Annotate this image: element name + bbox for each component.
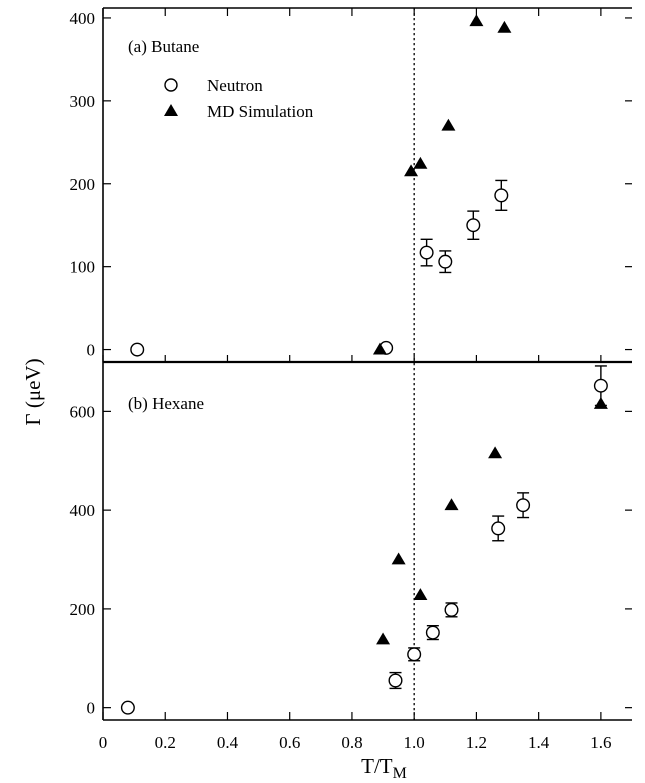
- panel-a-label: (a) Butane: [128, 37, 199, 56]
- neutron-point: [388, 673, 403, 688]
- y-tick-label: 300: [70, 92, 96, 111]
- neutron-point: [419, 245, 434, 260]
- legend-neutron-label: Neutron: [207, 76, 263, 95]
- x-tick-label: 0.6: [279, 733, 300, 752]
- axes: 0 0.2 0.4 0.6 0.8 1.0 1.2 1.4 1.6 0 100 200 300 400 0 2…: [70, 7, 632, 752]
- x-axis-title: T/TM: [361, 754, 407, 782]
- neutron-point: [516, 498, 531, 513]
- panel-b-label: (b) Hexane: [128, 394, 204, 413]
- x-tick-label: 0.4: [217, 733, 239, 752]
- neutron-point: [593, 378, 608, 393]
- md-simulation-point: [413, 156, 428, 169]
- y-tick-label: 0: [87, 341, 96, 360]
- neutron-point: [130, 342, 145, 357]
- y-tick-label: 100: [70, 258, 96, 277]
- y-tick-label: 200: [70, 600, 96, 619]
- md-simulation-point: [372, 342, 387, 355]
- md-simulation-point: [593, 396, 608, 409]
- y-tick-label: 0: [87, 699, 96, 718]
- legend-neutron-marker: [164, 78, 178, 92]
- md-simulation-point: [413, 588, 428, 600]
- y-tick-label: 400: [70, 9, 96, 28]
- legend: Neutron MD Simulation: [164, 76, 314, 121]
- x-tick-label: 1.4: [528, 733, 550, 752]
- md-simulation-point: [391, 552, 406, 565]
- y-axis-title: Γ (μeV): [21, 358, 45, 425]
- md-simulation-point: [404, 164, 419, 177]
- legend-md-marker: [164, 104, 178, 116]
- neutron-point: [438, 254, 453, 269]
- md-simulation-point: [488, 446, 503, 459]
- x-tick-label: 0.2: [155, 733, 176, 752]
- x-tick-label: 1.0: [404, 733, 425, 752]
- md-simulation-point: [469, 14, 484, 27]
- y-tick-label: 200: [70, 175, 96, 194]
- neutron-point: [491, 521, 506, 536]
- data-layer: [120, 14, 608, 715]
- md-simulation-point: [376, 632, 391, 645]
- md-simulation-point: [497, 20, 512, 33]
- y-tick-label: 400: [70, 501, 96, 520]
- neutron-point: [444, 602, 459, 617]
- neutron-point: [466, 218, 481, 233]
- neutron-point: [120, 700, 135, 715]
- y-tick-label: 600: [70, 402, 96, 421]
- legend-md-label: MD Simulation: [207, 102, 314, 121]
- neutron-point: [494, 188, 509, 203]
- x-axis-title-main: T/T: [361, 754, 393, 778]
- x-axis-title-subscript: M: [393, 765, 407, 782]
- x-tick-label: 0.8: [341, 733, 362, 752]
- md-simulation-point: [441, 118, 456, 131]
- neutron-point: [425, 625, 440, 640]
- x-tick-label: 1.2: [466, 733, 487, 752]
- neutron-point: [407, 647, 422, 662]
- x-tick-label: 1.6: [590, 733, 611, 752]
- md-simulation-point: [444, 498, 459, 511]
- x-tick-label: 0: [99, 733, 108, 752]
